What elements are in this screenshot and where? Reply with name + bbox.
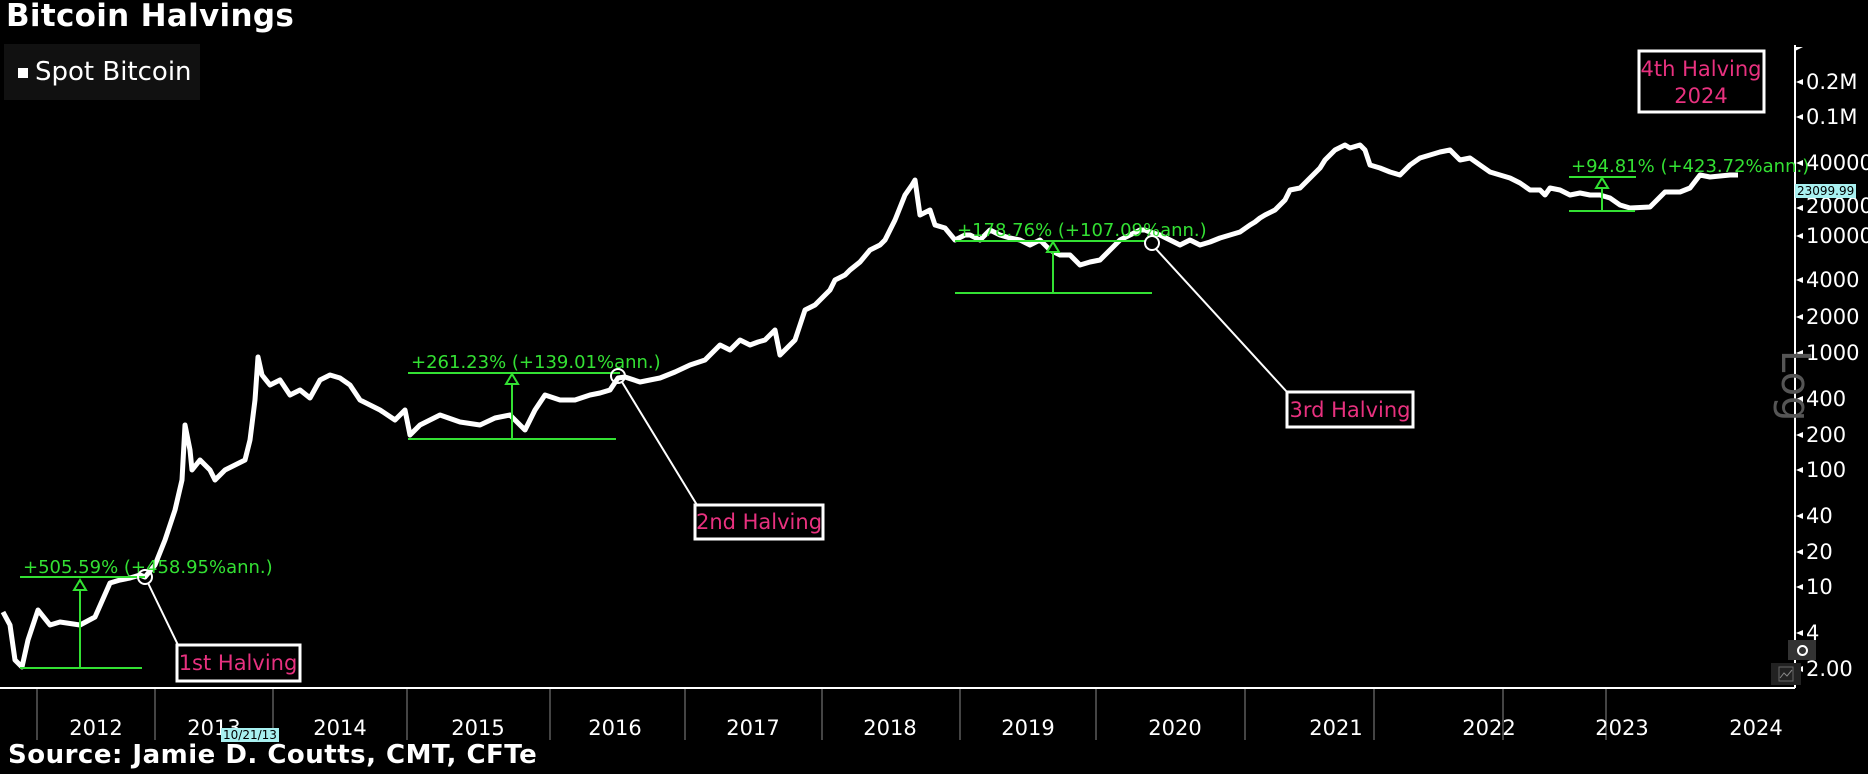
svg-text:2015: 2015 — [451, 716, 504, 740]
svg-text:2014: 2014 — [313, 716, 366, 740]
svg-text:2023: 2023 — [1595, 716, 1648, 740]
svg-text:0.2M: 0.2M — [1806, 70, 1858, 94]
svg-text:40: 40 — [1806, 504, 1833, 528]
legend-label: Spot Bitcoin — [35, 57, 192, 87]
annotation-4th-halving — [1569, 176, 1636, 212]
svg-text:2017: 2017 — [726, 716, 779, 740]
gain-label-2: +261.23% (+139.01%ann.) — [411, 352, 661, 373]
svg-text:10000: 10000 — [1806, 224, 1868, 248]
gain-label-1: +505.59% (+458.95%ann.) — [23, 557, 273, 578]
halving-label-3: 3rd Halving — [1289, 398, 1410, 422]
svg-text:2018: 2018 — [863, 716, 916, 740]
line-chart-icon — [1778, 666, 1794, 682]
annotation-3rd-halving — [955, 240, 1152, 294]
svg-text:0.1M: 0.1M — [1806, 105, 1858, 129]
svg-text:2020: 2020 — [1148, 716, 1201, 740]
halving-box-4 — [1637, 49, 1766, 114]
legend-swatch-icon — [18, 68, 28, 78]
source-footnote: Source: Jamie D. Coutts, CMT, CFTe — [8, 740, 538, 770]
halving-label-4: 4th Halving — [1641, 57, 1762, 81]
gain-label-4: +94.81% (+423.72%ann.) — [1571, 156, 1809, 177]
last-price-label: 23099.99 — [1795, 184, 1857, 198]
x-axis-ticks: 2012 2013 2014 2015 2016 2017 2018 2019 … — [69, 716, 1782, 740]
svg-text:4000: 4000 — [1806, 268, 1859, 292]
log-scale-watermark: Log — [1772, 350, 1818, 422]
svg-text:20: 20 — [1806, 540, 1833, 564]
svg-text:400: 400 — [1806, 387, 1846, 411]
halving-label-1: 1st Halving — [179, 651, 298, 675]
halving-label-2: 2nd Halving — [696, 510, 822, 534]
svg-text:2012: 2012 — [69, 716, 122, 740]
svg-text:40000: 40000 — [1806, 151, 1868, 175]
svg-text:100: 100 — [1806, 458, 1846, 482]
svg-text:200: 200 — [1806, 423, 1846, 447]
y-axis-ticks: 0.2M 0.1M 40000 20000 10000 4000 2000 10… — [1796, 70, 1868, 681]
svg-text:1000: 1000 — [1806, 341, 1859, 365]
gain-label-3: +178.76% (+107.09%ann.) — [957, 220, 1207, 241]
svg-text:2019: 2019 — [1001, 716, 1054, 740]
crosshair-date-label: 10/21/13 — [221, 728, 279, 742]
chart-type-button[interactable] — [1771, 663, 1801, 685]
chart-title: Bitcoin Halvings — [6, 0, 295, 34]
halving-box-3 — [1285, 390, 1415, 429]
svg-text:10: 10 — [1806, 575, 1833, 599]
svg-text:2022: 2022 — [1462, 716, 1515, 740]
svg-text:2000: 2000 — [1806, 305, 1859, 329]
annotation-2nd-halving — [408, 372, 620, 440]
halving-label-4-year: 2024 — [1674, 84, 1727, 108]
annotation-1st-halving — [20, 576, 145, 669]
legend: Spot Bitcoin — [4, 44, 200, 100]
svg-text:20000: 20000 — [1806, 194, 1868, 218]
svg-text:2024: 2024 — [1729, 716, 1782, 740]
halving-box-2 — [693, 503, 825, 541]
price-line — [0, 142, 1738, 670]
settings-toggle-button[interactable] — [1788, 640, 1816, 660]
svg-text:2021: 2021 — [1309, 716, 1362, 740]
svg-text:2.00: 2.00 — [1806, 657, 1853, 681]
svg-text:4: 4 — [1806, 621, 1819, 645]
svg-text:2016: 2016 — [588, 716, 641, 740]
circle-icon — [1797, 645, 1808, 656]
halving-box-1 — [175, 643, 302, 683]
